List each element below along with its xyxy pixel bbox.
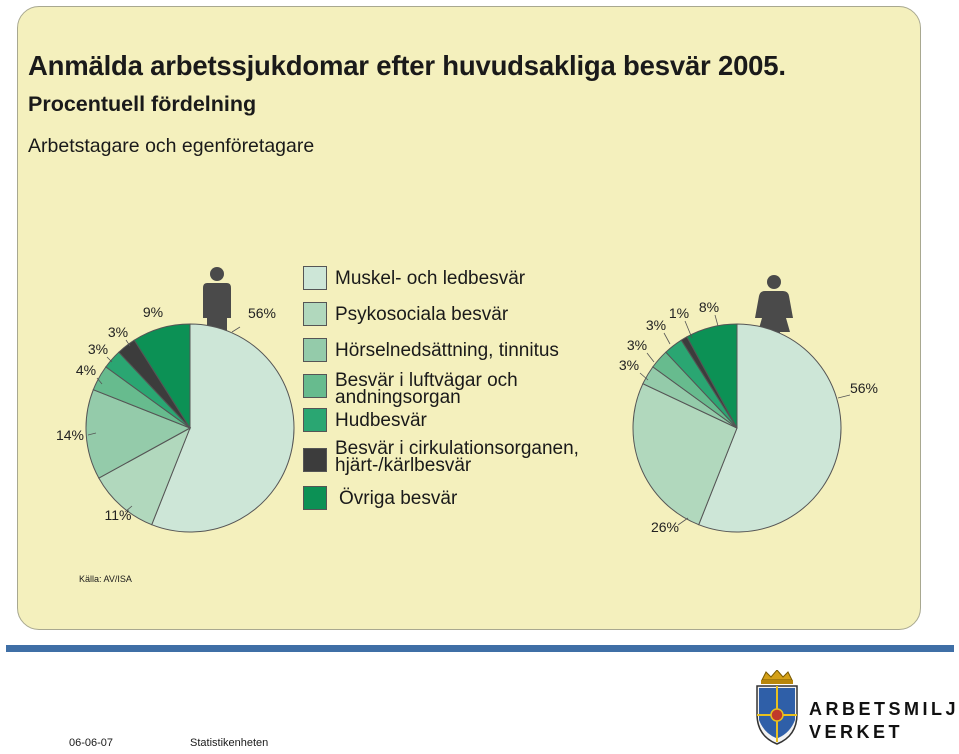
legend-swatch [303,408,327,432]
legend-label: Muskel- och ledbesvär [335,268,526,289]
legend-swatch [303,448,327,472]
data-label: 3% [646,317,666,333]
pie-slice [632,383,738,526]
pie-slice [98,426,191,526]
pie-slice [85,389,192,479]
leader-line [714,314,719,327]
source-note: Källa: AV/ISA [79,574,132,584]
men-pie: 56% 11% 14% 4% 3%3% 9% [56,304,295,533]
leader-line [684,320,693,339]
legend-swatch [303,338,327,362]
data-label: 3% [108,324,128,340]
leader-line [96,377,103,385]
female-icon [755,275,793,357]
pie-slice [698,323,842,533]
data-label: 3% [88,341,108,357]
pie-slice [133,323,191,430]
leader-line [646,352,655,363]
data-label: 14% [56,427,84,443]
chart-title: Anmälda arbetssjukdomar efter huvudsakli… [28,50,786,81]
legend-swatch [303,302,327,326]
legend-label: Psykosociala besvär [335,304,509,325]
chart-subtitle: Procentuell fördelning [28,92,257,116]
legend-swatch [303,266,327,290]
coat-of-arms-logo [756,670,798,745]
data-label: 4% [76,362,96,378]
footer-unit: Statistikenheten [190,737,269,749]
footer-date: 06-06-07 [69,737,114,749]
logo-text-line1: ARBETSMILJÖ [809,699,959,719]
leader-line [87,432,97,436]
legend-label: Övriga besvär [339,488,458,509]
leader-line [639,372,649,381]
data-label: 56% [850,380,878,396]
data-label: 8% [699,299,719,315]
footer-divider [6,645,954,652]
population-label: Arbetstagare och egenföretagare [28,135,315,157]
pie-slice [686,323,738,429]
legend-label: Besvär i cirkulationsorganen, hjärt-/kär… [335,438,579,476]
data-label: 3% [627,337,647,353]
legend-swatch [303,486,327,510]
data-label: 56% [248,305,276,321]
data-label: 3% [619,357,639,373]
pie-slice [151,323,295,533]
women-pie: 56%26%3%3%3%1% 8% [619,299,878,535]
leader-line [677,517,689,526]
leader-line [125,339,131,347]
leader-line [106,356,113,363]
legend-label: Besvär i luftvägar och andningsorgan [335,370,518,408]
logo-text-line2: VERKET [809,722,904,742]
legend-label: Hudbesvär [335,410,427,431]
leader-line [124,505,133,513]
legend-label: Hörselnedsättning, tinnitus [335,340,559,361]
data-label: 11% [105,507,132,523]
leader-line [837,394,851,399]
leader-line [231,326,241,333]
legend-swatch [303,374,327,398]
data-label: 26% [651,519,679,535]
leader-line [663,332,671,345]
data-label: 9% [143,304,163,320]
data-label: 1% [669,305,689,321]
